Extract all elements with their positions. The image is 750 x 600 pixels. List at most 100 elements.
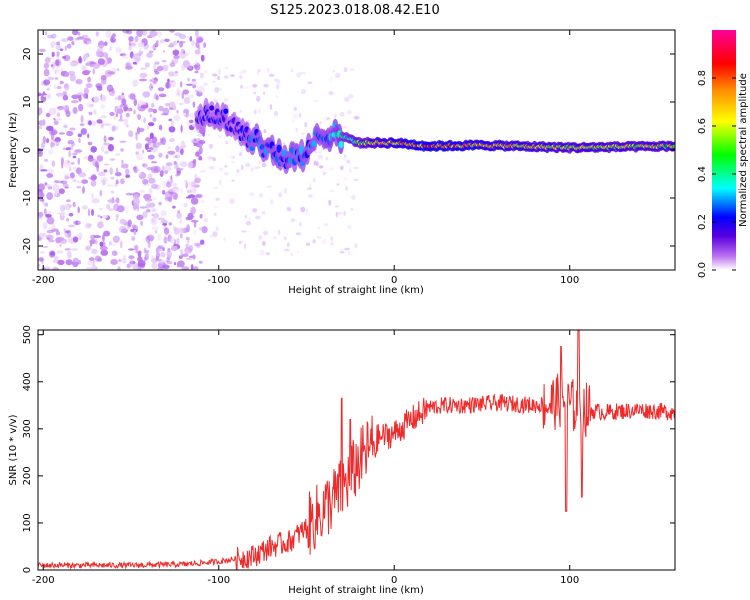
y-tick-label: -10 xyxy=(22,190,33,206)
heatmap-cell xyxy=(125,168,130,175)
heatmap-cell xyxy=(171,74,179,77)
heatmap-cell xyxy=(353,166,359,170)
heatmap-cell xyxy=(169,236,176,244)
heatmap-cell xyxy=(190,264,194,270)
heatmap-cell xyxy=(126,124,129,128)
heatmap-cell xyxy=(198,226,204,231)
heatmap-cell xyxy=(148,187,153,196)
heatmap-cell xyxy=(54,58,62,67)
heatmap-cell xyxy=(319,121,322,124)
heatmap-cell xyxy=(95,31,100,37)
heatmap-cell xyxy=(134,244,139,251)
heatmap-cell xyxy=(63,227,66,233)
heatmap-cell xyxy=(183,108,190,114)
colorbar-gradient xyxy=(712,30,736,270)
heatmap-cell xyxy=(337,211,343,215)
heatmap-cell xyxy=(122,30,130,34)
heatmap-cell xyxy=(144,143,149,151)
heatmap-cell xyxy=(53,84,57,90)
heatmap-cell xyxy=(180,140,186,149)
heatmap-cell xyxy=(286,242,290,248)
heatmap-cell xyxy=(150,86,153,89)
heatmap-cell xyxy=(344,247,350,251)
heatmap-cell xyxy=(117,266,121,270)
heatmap-cell xyxy=(108,198,116,204)
heatmap-cell xyxy=(299,221,302,227)
heatmap-cell xyxy=(176,110,179,114)
heatmap-cell xyxy=(118,119,124,122)
heatmap-cell xyxy=(151,213,154,217)
heatmap-cell xyxy=(87,208,91,217)
heatmap-cell xyxy=(250,167,254,172)
heatmap-cell xyxy=(115,218,118,221)
heatmap-cell xyxy=(148,147,154,150)
heatmap-cell xyxy=(230,74,235,77)
heatmap-cell xyxy=(44,208,47,216)
heatmap-cell xyxy=(349,169,352,173)
heatmap-cell xyxy=(138,51,142,57)
heatmap-cell xyxy=(254,166,261,170)
heatmap-cell xyxy=(106,204,111,210)
heatmap-cell xyxy=(176,212,182,220)
heatmap-cell xyxy=(347,224,352,230)
heatmap-cell xyxy=(53,117,56,120)
heatmap-cell xyxy=(85,83,93,89)
heatmap-cell xyxy=(156,65,164,72)
heatmap-cell xyxy=(178,102,184,106)
heatmap-cell xyxy=(45,31,48,36)
heatmap-cell xyxy=(165,154,169,159)
heatmap-cell xyxy=(60,211,66,217)
heatmap-cell xyxy=(175,145,180,153)
heatmap-cell xyxy=(169,30,175,33)
heatmap-cell xyxy=(78,137,81,144)
heatmap-cell xyxy=(115,47,122,54)
heatmap-cell xyxy=(38,107,43,115)
heatmap-cell xyxy=(87,76,91,83)
y-tick-label: 10 xyxy=(22,96,33,109)
heatmap-cell xyxy=(345,185,349,191)
heatmap-cell xyxy=(149,79,153,82)
heatmap-cell xyxy=(126,263,131,269)
heatmap-cell xyxy=(51,160,56,167)
heatmap-cell xyxy=(291,218,295,222)
heatmap-cell xyxy=(53,255,59,263)
heatmap-cell xyxy=(150,166,159,174)
heatmap-cell xyxy=(40,142,45,149)
heatmap-cell xyxy=(91,248,98,255)
heatmap-cell xyxy=(64,186,69,189)
heatmap-cell xyxy=(160,210,167,217)
heatmap-cell xyxy=(40,169,48,172)
heatmap-cell xyxy=(121,159,124,164)
heatmap-cell xyxy=(296,250,300,254)
heatmap-cell xyxy=(136,30,143,37)
heatmap-cell xyxy=(217,75,220,80)
heatmap-cell xyxy=(62,94,69,101)
heatmap-cell xyxy=(183,203,188,208)
heatmap-cell xyxy=(103,163,110,166)
heatmap-cell xyxy=(50,129,58,136)
heatmap-cell xyxy=(132,197,140,206)
heatmap-cell xyxy=(211,73,218,77)
snr-ticks: -200 -100 0 100 0 100 200 300 400 500 xyxy=(22,325,675,586)
heatmap-cell xyxy=(146,234,155,242)
heatmap-cell xyxy=(330,241,334,246)
heatmap-cell xyxy=(79,123,85,126)
heatmap-cell xyxy=(266,185,273,188)
heatmap-cell xyxy=(48,210,52,215)
heatmap-cell xyxy=(137,103,140,111)
heatmap-cell xyxy=(95,50,102,57)
heatmap-cell xyxy=(180,233,183,239)
heatmap-cell xyxy=(259,193,264,198)
heatmap-cell xyxy=(91,264,97,270)
colorbar-tick-label: 0.6 xyxy=(697,118,708,134)
heatmap-cell xyxy=(252,208,258,213)
y-tick-label: 400 xyxy=(22,372,33,391)
heatmap-cell xyxy=(163,236,168,244)
heatmap-cell xyxy=(144,137,152,142)
heatmap-cell xyxy=(102,214,108,219)
heatmap-cell xyxy=(348,166,352,173)
heatmap-cell xyxy=(269,104,273,110)
heatmap-cell xyxy=(91,209,94,216)
heatmap-cell xyxy=(207,133,210,136)
heatmap-cell xyxy=(88,120,92,126)
